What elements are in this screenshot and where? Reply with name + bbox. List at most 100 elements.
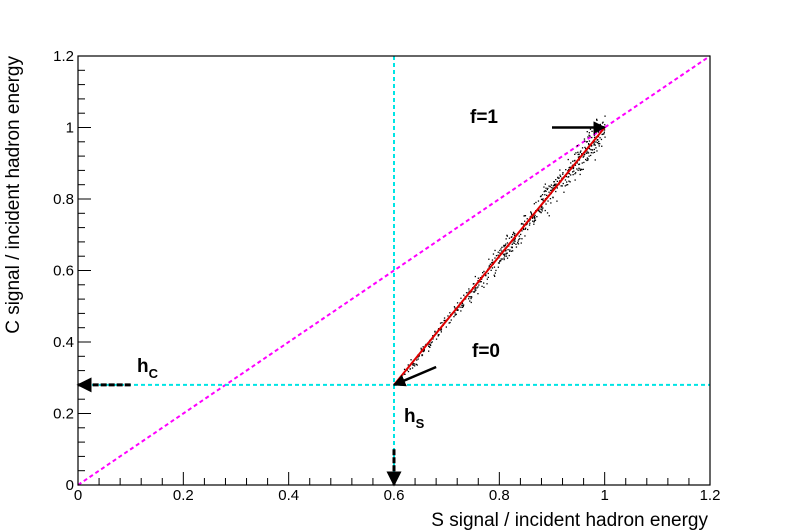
scatter-point xyxy=(443,317,446,319)
scatter-point xyxy=(555,184,557,186)
scatter-point xyxy=(596,118,598,120)
scatter-point xyxy=(510,250,513,252)
scatter-point xyxy=(594,159,596,161)
scatter-point xyxy=(513,232,515,235)
annotation-arrows xyxy=(76,121,606,487)
scatter-point xyxy=(503,244,506,247)
scatter-point xyxy=(538,209,540,211)
f1-label: f=1 xyxy=(470,107,498,128)
scatter-point xyxy=(515,243,517,245)
scatter-point xyxy=(526,223,528,225)
scatter-point xyxy=(522,223,524,225)
scatter-point xyxy=(598,140,600,143)
scatter-point xyxy=(460,297,462,299)
scatter-point xyxy=(573,160,576,162)
scatter-point xyxy=(550,202,552,204)
scatter-point xyxy=(574,164,577,166)
scatter-point xyxy=(522,227,525,229)
scatter-point xyxy=(403,368,406,370)
scatter-point xyxy=(504,255,506,257)
scatter-point xyxy=(568,167,570,169)
scatter-point xyxy=(491,259,494,261)
scatter-point xyxy=(547,187,549,190)
scatter-point xyxy=(593,141,596,143)
scatter-point xyxy=(469,300,471,302)
scatter-point xyxy=(532,220,534,222)
scatter-point xyxy=(588,132,590,134)
scatter-point xyxy=(474,290,476,292)
scatter-point xyxy=(498,262,500,264)
scatter-point xyxy=(505,255,508,257)
scatter-point xyxy=(591,136,593,139)
scatter-point xyxy=(497,251,499,253)
scatter-point xyxy=(576,162,578,164)
scatter-point xyxy=(461,304,463,306)
scatter-point xyxy=(470,297,472,300)
scatter-point xyxy=(474,275,476,278)
scatter-point xyxy=(553,183,556,185)
scatter-point xyxy=(507,249,509,251)
scatter-point xyxy=(544,194,546,196)
scatter-point xyxy=(514,240,516,242)
scatter-point xyxy=(455,313,457,315)
scatter-point xyxy=(512,242,514,244)
scatter-point xyxy=(556,200,558,202)
scatter-point xyxy=(547,200,549,202)
scatter-point xyxy=(588,134,590,136)
scatter-point xyxy=(508,254,510,257)
scatter-point xyxy=(492,253,495,255)
scatter-point xyxy=(582,168,584,170)
scatter-point xyxy=(593,151,596,153)
scatter-point xyxy=(429,343,431,345)
scatter-point xyxy=(506,235,508,237)
scatter-point xyxy=(468,290,470,292)
scatter-point xyxy=(420,347,422,349)
scatter-point xyxy=(420,349,422,351)
scatter-point xyxy=(540,195,542,197)
scatter-point xyxy=(495,269,497,272)
x-tick-label: 1.2 xyxy=(700,487,721,504)
scatter-point xyxy=(590,149,592,151)
scatter-point xyxy=(574,173,576,175)
x-tick-label: 0.6 xyxy=(384,487,405,504)
scatter-point xyxy=(533,220,536,222)
scatter-point xyxy=(428,343,430,345)
scatter-point xyxy=(534,217,536,219)
scatter-point xyxy=(590,145,593,147)
scatter-point xyxy=(412,362,414,365)
scatter-point xyxy=(578,159,581,161)
scatter-point xyxy=(585,158,587,161)
scatter-point xyxy=(586,141,588,143)
scatter-point xyxy=(494,257,496,259)
scatter-point xyxy=(517,240,519,242)
scatter-point xyxy=(453,316,455,318)
scatter-point xyxy=(581,153,583,155)
scatter-point xyxy=(596,150,598,152)
scatter-point xyxy=(465,292,468,294)
scatter-point xyxy=(470,296,473,298)
scatter-point xyxy=(506,242,509,244)
f0-arrow xyxy=(392,365,437,387)
scatter-point xyxy=(541,210,543,212)
scatter-point xyxy=(559,175,562,178)
scatter-point xyxy=(600,138,603,141)
scatter-point xyxy=(576,145,578,147)
scatter-point xyxy=(590,154,592,157)
scatter-point xyxy=(524,235,526,237)
scatter-point xyxy=(568,180,570,182)
scatter-point xyxy=(559,174,561,176)
scatter-point xyxy=(540,212,542,214)
scatter-point xyxy=(578,167,580,169)
scatter-point xyxy=(534,216,536,219)
scatter-point xyxy=(431,341,433,343)
scatter-point xyxy=(512,233,514,236)
scatter-point xyxy=(599,137,601,139)
scatter-point xyxy=(525,227,527,229)
scatter-point xyxy=(602,121,604,123)
hs-main: h xyxy=(404,406,416,427)
scatter-point xyxy=(501,258,503,260)
scatter-point xyxy=(434,331,436,333)
x-tick-label: 0.8 xyxy=(489,487,510,504)
scatter-point xyxy=(599,123,601,126)
